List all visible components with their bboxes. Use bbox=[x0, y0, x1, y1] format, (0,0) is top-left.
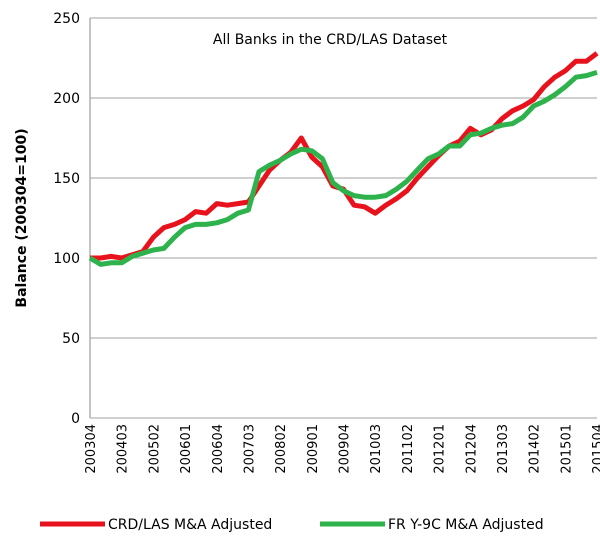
y-tick-label: 100 bbox=[53, 251, 80, 267]
x-tick-label: 201303 bbox=[496, 424, 511, 474]
chart-title: All Banks in the CRD/LAS Dataset bbox=[213, 32, 448, 48]
x-tick-label: 201402 bbox=[528, 424, 543, 474]
x-tick-label: 200901 bbox=[306, 424, 321, 474]
x-tick-label: 200703 bbox=[242, 424, 257, 474]
y-axis-label: Balance (200304=100) bbox=[14, 128, 30, 307]
x-tick-label: 201201 bbox=[433, 424, 448, 474]
legend-label: FR Y-9C M&A Adjusted bbox=[388, 517, 544, 533]
y-tick-label: 250 bbox=[53, 11, 80, 27]
series-line bbox=[90, 51, 599, 261]
x-tick-label: 201003 bbox=[369, 424, 384, 474]
series-line bbox=[88, 70, 598, 267]
y-tick-label: 150 bbox=[53, 171, 80, 187]
x-tick-label: 201501 bbox=[559, 424, 574, 474]
legend-label: CRD/LAS M&A Adjusted bbox=[108, 517, 272, 533]
x-tick-label: 200601 bbox=[179, 424, 194, 474]
x-tick-label: 200604 bbox=[211, 424, 226, 474]
x-tick-label: 200403 bbox=[116, 424, 131, 474]
x-tick-label: 200304 bbox=[84, 424, 99, 474]
y-tick-label: 0 bbox=[71, 411, 80, 427]
x-tick-label: 200802 bbox=[274, 424, 289, 474]
x-tick-label: 200904 bbox=[338, 424, 353, 474]
y-tick-label: 200 bbox=[53, 91, 80, 107]
x-tick-label: 201204 bbox=[464, 424, 479, 474]
y-tick-label: 50 bbox=[62, 331, 80, 347]
x-tick-label: 201102 bbox=[401, 424, 416, 474]
x-tick-label: 200502 bbox=[147, 424, 162, 474]
x-tick-label: 201504 bbox=[591, 424, 600, 474]
